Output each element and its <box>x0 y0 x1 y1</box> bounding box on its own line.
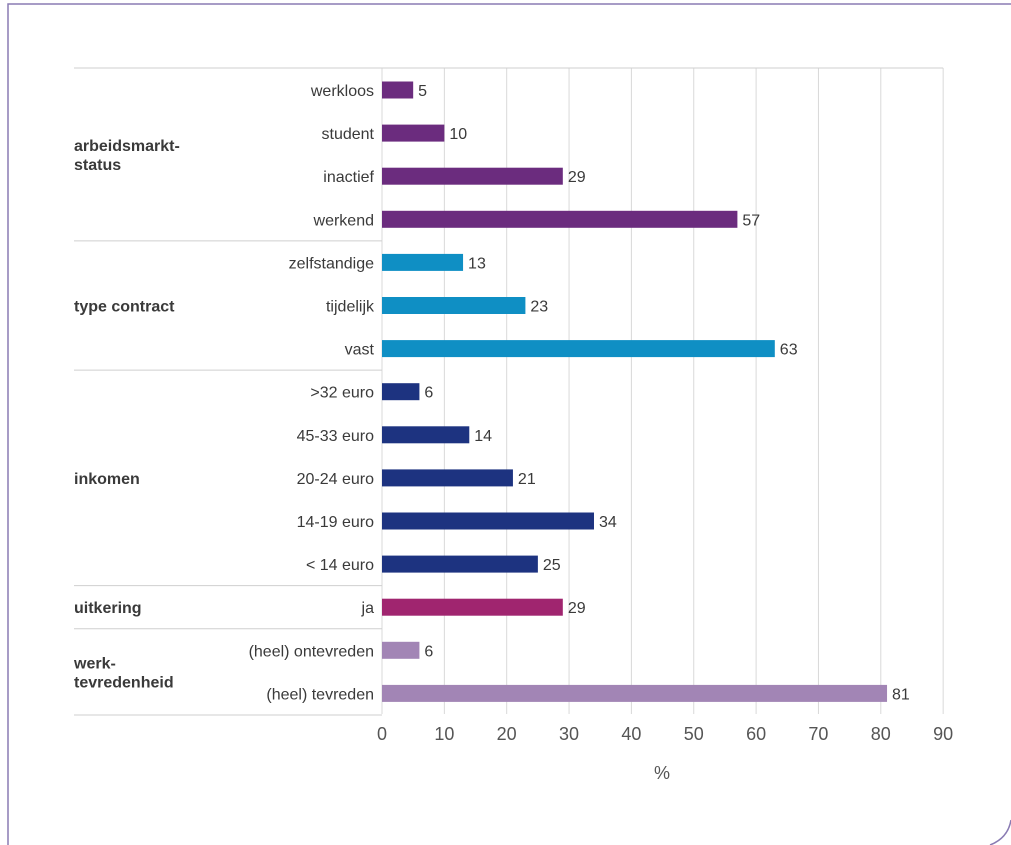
group-label-line: uitkering <box>74 600 142 617</box>
group-label-line: tevredenheid <box>74 674 174 691</box>
group-separators <box>74 67 944 716</box>
group-label-line: type contract <box>74 299 175 316</box>
x-tick-label: 90 <box>933 724 953 744</box>
bar <box>382 167 563 185</box>
bar <box>382 555 538 573</box>
group-label-line: inkomen <box>74 471 140 488</box>
frame-border <box>7 3 1011 845</box>
bar <box>382 684 888 702</box>
data-labels: 5 10 29 57 13 23 63 6 14 21 34 25 29 6 81 <box>418 83 910 703</box>
group-label: werk-tevredenheid <box>73 655 174 691</box>
bar <box>382 512 594 530</box>
data-label: 81 <box>892 686 910 703</box>
gridlines <box>381 68 944 714</box>
data-label: 63 <box>780 342 798 359</box>
x-tick-label: 80 <box>871 724 891 744</box>
bar <box>382 641 420 659</box>
category-label: student <box>322 126 375 143</box>
data-label: 29 <box>568 600 586 617</box>
x-tick-label: 60 <box>746 724 766 744</box>
bar <box>382 124 445 142</box>
x-tick-label: 20 <box>497 724 517 744</box>
data-label: 6 <box>424 385 433 402</box>
bar <box>382 469 513 487</box>
group-labels: arbeidsmarkt-status type contract inkomen u… <box>73 138 180 691</box>
category-label: (heel) ontevreden <box>249 643 374 660</box>
bar <box>382 253 464 271</box>
group-label-line: werk- <box>73 655 116 672</box>
category-label: werkend <box>313 212 374 229</box>
category-label: (heel) tevreden <box>266 686 374 703</box>
data-label: 13 <box>468 255 486 272</box>
x-axis-title: % <box>654 763 670 783</box>
category-label: 45-33 euro <box>297 428 374 445</box>
category-label: 14-19 euro <box>297 514 374 531</box>
x-tick-label: 50 <box>684 724 704 744</box>
category-label: ja <box>361 600 375 617</box>
category-labels: werkloos student inactief werkend zelfstandi… <box>249 83 375 703</box>
data-label: 57 <box>742 212 760 229</box>
x-tick-label: 70 <box>808 724 828 744</box>
category-label: vast <box>345 342 375 359</box>
category-label: >32 euro <box>310 385 374 402</box>
data-label: 6 <box>424 643 433 660</box>
bar <box>382 383 420 401</box>
category-label: < 14 euro <box>306 557 374 574</box>
group-label-line: arbeidsmarkt- <box>74 138 180 155</box>
bar <box>382 297 526 314</box>
bar <box>382 210 738 228</box>
category-label: inactief <box>323 169 374 186</box>
data-label: 29 <box>568 169 586 186</box>
x-tick-label: 10 <box>434 724 454 744</box>
category-label: zelfstandige <box>289 255 374 272</box>
bar <box>382 598 563 616</box>
data-label: 25 <box>543 557 561 574</box>
category-label: 20-24 euro <box>297 471 374 488</box>
bar <box>382 340 775 358</box>
x-axis: 0 10 20 30 40 50 60 70 80 90 <box>377 724 953 744</box>
x-tick-label: 30 <box>559 724 579 744</box>
x-tick-label: 0 <box>377 724 387 744</box>
data-label: 10 <box>449 126 467 143</box>
data-label: 34 <box>599 514 617 531</box>
bars <box>382 81 888 702</box>
bar <box>382 426 470 444</box>
data-label: 5 <box>418 83 427 100</box>
data-label: 21 <box>518 471 536 488</box>
category-label: tijdelijk <box>326 299 375 316</box>
group-label-line: status <box>74 157 121 174</box>
group-label: type contract <box>74 299 175 316</box>
group-label: uitkering <box>74 600 142 617</box>
data-label: 23 <box>530 299 548 316</box>
group-label: inkomen <box>74 471 140 488</box>
data-label: 14 <box>474 428 492 445</box>
category-label: werkloos <box>310 83 374 100</box>
group-label: arbeidsmarkt-status <box>74 138 180 174</box>
bar <box>382 81 414 99</box>
x-tick-label: 40 <box>621 724 641 744</box>
